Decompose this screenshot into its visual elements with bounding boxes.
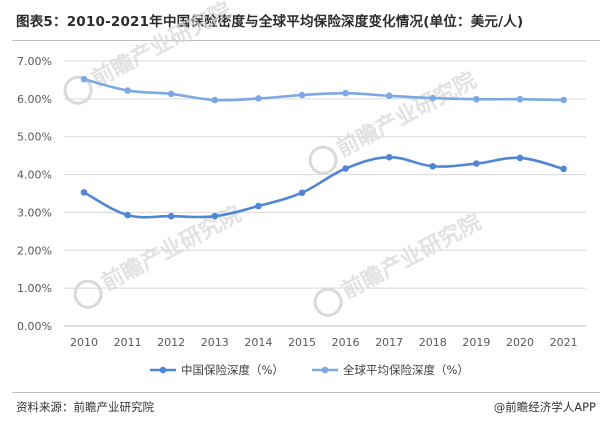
data-point-china <box>255 202 262 210</box>
y-tick-label: 5.00% <box>17 131 52 144</box>
chart-title: 图表5：2010-2021年中国保险密度与全球平均保险深度变化情况(单位：美元/… <box>16 14 524 30</box>
watermark-mark <box>73 279 103 309</box>
data-point-global <box>385 92 393 100</box>
data-point-china <box>473 160 480 167</box>
watermark-text: 前瞻产业研究院 <box>337 209 485 304</box>
data-point-global <box>560 96 567 104</box>
data-point-china <box>298 189 306 197</box>
x-tick-label: 2021 <box>550 336 578 349</box>
data-point-global <box>298 91 306 99</box>
data-point-global <box>342 89 349 97</box>
data-point-china <box>167 212 175 220</box>
x-tick-label: 2018 <box>419 336 447 349</box>
data-point-china <box>80 189 88 196</box>
series-line-global <box>83 77 564 102</box>
data-point-china <box>124 211 131 219</box>
data-point-china <box>385 153 393 161</box>
x-tick-label: 2016 <box>332 336 360 349</box>
data-point-global <box>255 95 262 102</box>
series-line-china <box>83 155 564 219</box>
data-point-china <box>516 154 524 162</box>
x-tick-label: 2012 <box>157 336 185 349</box>
y-tick-label: 0.00% <box>17 320 52 333</box>
y-tick-label: 3.00% <box>17 206 52 219</box>
x-tick-label: 2015 <box>288 336 316 349</box>
watermark-mark <box>308 145 338 175</box>
y-tick-label: 2.00% <box>17 244 52 257</box>
data-point-global <box>167 90 175 98</box>
y-tick-label: 1.00% <box>17 282 52 295</box>
data-point-china <box>429 162 437 170</box>
data-point-china <box>560 165 567 173</box>
x-tick-label: 2013 <box>201 336 229 349</box>
data-point-china <box>342 165 349 172</box>
credit-note: @前瞻经济学人APP <box>493 400 596 414</box>
watermark-mark <box>313 287 343 317</box>
footer-divider <box>12 392 600 393</box>
source-note: 资料来源：前瞻产业研究院 <box>16 400 154 414</box>
legend-marker <box>159 366 167 374</box>
data-point-global <box>124 87 131 94</box>
data-point-global <box>429 94 437 102</box>
data-point-global <box>211 96 219 104</box>
legend-label: 中国保险深度（%） <box>181 363 284 377</box>
y-tick-label: 4.00% <box>17 169 52 182</box>
data-point-global <box>80 75 88 83</box>
title-divider <box>12 40 600 41</box>
y-tick-label: 7.00% <box>17 55 52 68</box>
watermark-text: 前瞻产业研究院 <box>332 67 480 162</box>
legend-marker <box>321 366 329 374</box>
y-tick-label: 6.00% <box>17 93 52 106</box>
x-tick-label: 2010 <box>70 336 98 349</box>
x-tick-label: 2011 <box>114 336 142 349</box>
data-point-global <box>516 95 524 103</box>
x-tick-label: 2014 <box>244 336 272 349</box>
x-tick-label: 2020 <box>506 336 534 349</box>
legend-label: 全球平均保险深度（%） <box>343 363 469 377</box>
data-point-china <box>211 212 219 220</box>
watermark-mark <box>63 75 93 105</box>
data-point-global <box>473 95 480 103</box>
x-tick-label: 2017 <box>375 336 403 349</box>
x-tick-label: 2019 <box>462 336 490 349</box>
watermark-text: 前瞻产业研究院 <box>87 0 235 92</box>
watermark-logo: 前瞻产业研究院 <box>308 67 481 175</box>
watermark-logo: 前瞻产业研究院 <box>313 209 486 317</box>
